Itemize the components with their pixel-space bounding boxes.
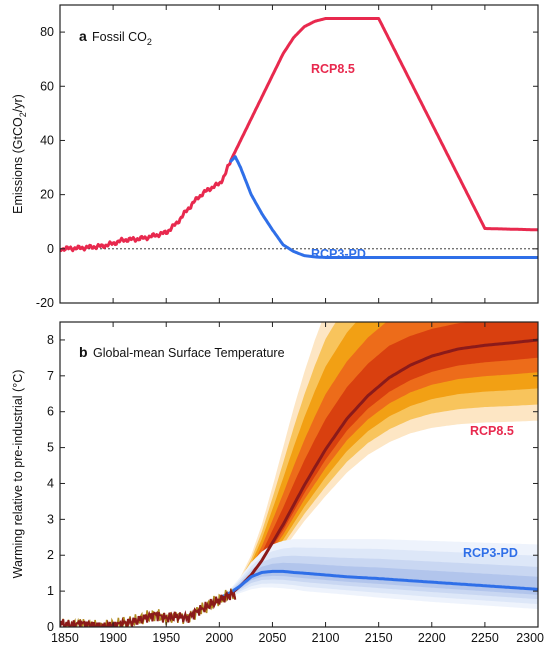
- panel-b-y-tick-label: 4: [47, 476, 54, 490]
- panel-b-x-tick-label: 1950: [152, 631, 180, 645]
- panel-a-y-tick-label: 20: [40, 188, 54, 202]
- series-rcp3pd-emissions-line: [228, 155, 538, 259]
- panel-a-y-tick-label: 0: [47, 242, 54, 256]
- panel-a-y-axis-title: Emissions (GtCO2/yr): [11, 94, 28, 214]
- panel-a-letter: a: [79, 28, 87, 44]
- rcp85-uncertainty-band-2: [219, 322, 538, 600]
- panel-b-y-tick-label: 5: [47, 441, 54, 455]
- panel-a-title: Fossil CO2: [92, 30, 152, 47]
- panel-a-frame: [59, 4, 539, 304]
- panel-a-y-tick-label: 60: [40, 79, 54, 93]
- panel-b-y-tick-label: 3: [47, 512, 54, 526]
- label-rcp85-emissions: RCP8.5: [311, 62, 355, 76]
- panel-b-frame: [59, 321, 539, 628]
- panel-b-x-tick-label: 1900: [99, 631, 127, 645]
- panel-b-x-tick-label: 2300: [516, 631, 544, 645]
- series-rcp3pd-warming-median: [218, 569, 538, 600]
- panel-b-y-tick-label: 0: [47, 620, 54, 634]
- panel-b-title: Global-mean Surface Temperature: [93, 346, 285, 360]
- panel-b-x-tick-label: 2000: [205, 631, 233, 645]
- panel-b-y-tick-label: 6: [47, 405, 54, 419]
- panel-a-y-tick-label: -20: [36, 296, 54, 310]
- series-historical-model-line: [60, 588, 237, 627]
- panel-b-y-axis-title: Warming relative to pre-industrial (°C): [11, 370, 25, 579]
- panel-b-x-tick-label: 2250: [471, 631, 499, 645]
- panel-b-y-tick-label: 8: [47, 333, 54, 347]
- panel-b-x-tick-label: 2100: [312, 631, 340, 645]
- panel-b-y-tick-label: 2: [47, 548, 54, 562]
- panel-a-emissions: -20 0 20 40 60 80 a Fossil CO2 Emissions (GtC…: [11, 4, 539, 310]
- panel-b-letter: b: [79, 344, 88, 360]
- panel-b-x-tick-label: 1850: [51, 631, 79, 645]
- label-rcp85-warming: RCP8.5: [470, 424, 514, 438]
- label-rcp3pd-emissions: RCP3-PD: [311, 247, 366, 261]
- panel-a-y-tick-label: 80: [40, 25, 54, 39]
- panel-b-x-tick-label: 2050: [259, 631, 287, 645]
- series-rcp85-emissions-line: [60, 17, 538, 253]
- panel-b-y-tick-label: 1: [47, 584, 54, 598]
- panel-a-y-tick-label: 40: [40, 133, 54, 147]
- panel-b-y-tick-label: 7: [47, 369, 54, 383]
- label-rcp3pd-warming: RCP3-PD: [463, 546, 518, 560]
- panel-b-x-tick-label: 2150: [365, 631, 393, 645]
- series-rcp85-warming-median: [218, 338, 538, 600]
- panel-b-temperature: 0 1 2 3 4 5 6 7 8 1850 1900 1950 2000 2050 2100 2150 22…: [11, 321, 544, 645]
- panel-b-x-tick-label: 2200: [418, 631, 446, 645]
